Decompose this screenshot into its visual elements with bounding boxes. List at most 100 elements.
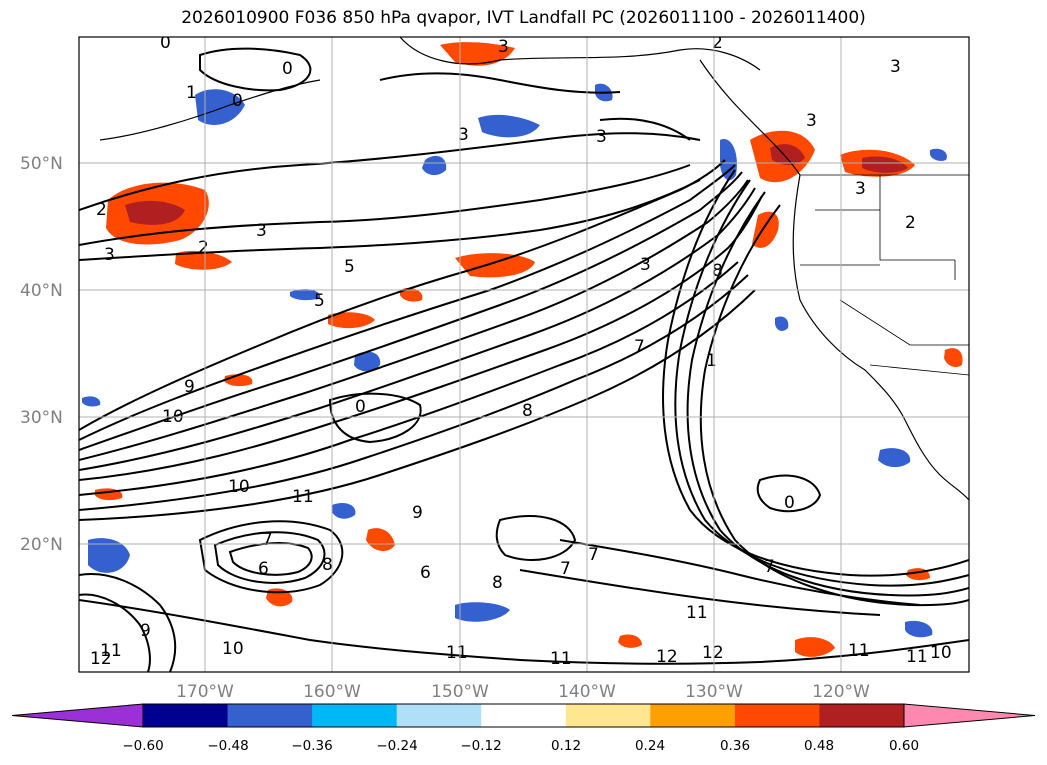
us-west-coast [792, 174, 906, 421]
contour-line [79, 164, 691, 246]
contour-line [79, 195, 763, 481]
contour-label: 11 [292, 487, 314, 507]
patch-pos [366, 528, 395, 552]
patch-neg [354, 351, 381, 372]
colorbar-tick-label: 0.60 [889, 738, 919, 754]
contour-label: 0 [160, 33, 171, 53]
contour-label: 8 [322, 555, 333, 575]
colorbar-segment [565, 704, 651, 727]
colorbar-tick-label: −0.36 [291, 738, 332, 754]
lon-label: 130°W [685, 682, 743, 702]
contour-label: 3 [256, 221, 267, 241]
patch-pos [400, 288, 423, 302]
contour-label: 3 [498, 37, 509, 57]
contour-label: 3 [596, 127, 607, 147]
colorbar-tick-label: 0.36 [720, 738, 750, 754]
contour-label: 1 [186, 83, 197, 103]
alaska-coast [399, 37, 761, 71]
contour-line [79, 179, 701, 261]
negative-anomaly-patches [82, 83, 947, 638]
contour-label: 7 [560, 559, 571, 579]
colorbar-segment [734, 704, 820, 727]
contour-line [79, 599, 969, 665]
patch-pos [752, 211, 779, 248]
patch-neg [878, 448, 911, 468]
contour-label: 12 [90, 649, 112, 669]
colorbar-segment [227, 704, 313, 727]
colorbar-tick-label: 0.48 [804, 738, 834, 754]
patch-neg [720, 139, 737, 181]
contour-line [79, 274, 749, 511]
contour-label: 3 [104, 245, 115, 265]
patch-neg [332, 503, 356, 519]
colorbar-segment [143, 704, 229, 727]
contour-label: 3 [890, 57, 901, 77]
contour-line [79, 261, 739, 496]
colorbar-under-arrow [11, 703, 144, 728]
patch-pos [175, 250, 232, 270]
patch-neg [930, 148, 947, 161]
contour-line [79, 171, 743, 451]
map-frame [78, 36, 970, 673]
lat-label: 40°N [20, 281, 63, 301]
contour-line [328, 392, 422, 444]
contour-label: 12 [702, 643, 724, 663]
colorbar-segment [396, 704, 482, 727]
contour-line [686, 191, 969, 597]
contour-label: 6 [258, 559, 269, 579]
contour-labels: 0 0 1 3 3 3 2 3 2 3 5 5 9 10 10 11 0 8 7… [90, 33, 952, 669]
contour-label: 3 [458, 125, 469, 145]
contour-label: 10 [228, 477, 250, 497]
patch-pos [944, 348, 963, 368]
colorbar-tick-label: −0.12 [460, 738, 501, 754]
contour-line [79, 573, 177, 672]
lat-label: 20°N [20, 535, 63, 555]
contour-line [213, 531, 326, 584]
border-states [800, 175, 955, 266]
colorbar: −0.60 −0.48 −0.36 −0.24 −0.12 0.12 0.24 … [11, 703, 1036, 754]
contour-label: 7 [588, 545, 599, 565]
contour-label: 11 [848, 641, 870, 661]
colorbar-segment [650, 704, 736, 727]
contour-line [756, 474, 822, 513]
contour-lines [79, 47, 969, 672]
contour-line [559, 539, 921, 606]
colorbar-tick-label: −0.60 [122, 738, 163, 754]
contour-line [662, 169, 969, 577]
lon-label: 170°W [176, 682, 234, 702]
colorbar-tick-label: 0.12 [551, 738, 581, 754]
contour-line [79, 593, 151, 672]
contour-label: 3 [806, 111, 817, 131]
contour-label: 10 [930, 643, 952, 663]
contour-label: 2 [905, 213, 916, 233]
political-borders [800, 174, 969, 376]
contour-label: 0 [282, 59, 293, 79]
contour-label: 11 [100, 641, 122, 661]
patch-neg [478, 114, 540, 138]
latitude-labels: 50°N 40°N 30°N 20°N [20, 154, 63, 555]
colorbar-frame [142, 703, 905, 728]
patch-pos [862, 156, 908, 173]
patch-neg [290, 289, 321, 301]
lon-label: 150°W [431, 682, 489, 702]
contour-line [519, 569, 881, 616]
contour-label: 0 [355, 397, 366, 417]
coastlines [99, 37, 969, 501]
contour-line [79, 132, 701, 211]
contour-label: 2 [198, 238, 209, 258]
contour-line [79, 164, 736, 441]
colorbar-tick-label: −0.48 [207, 738, 248, 754]
patch-pos [328, 312, 375, 329]
contour-label: 5 [314, 291, 325, 311]
contour-label: 11 [550, 649, 572, 669]
colorbar-tick-label: 0.24 [635, 738, 665, 754]
contour-line [79, 179, 749, 461]
patch-pos [618, 634, 642, 648]
bc-coast [699, 59, 801, 176]
colorbar-segment [312, 704, 398, 727]
lon-label: 120°W [812, 682, 870, 702]
contour-label: 8 [712, 261, 723, 281]
contour-line [228, 542, 313, 576]
colorbar-segment [819, 704, 905, 727]
